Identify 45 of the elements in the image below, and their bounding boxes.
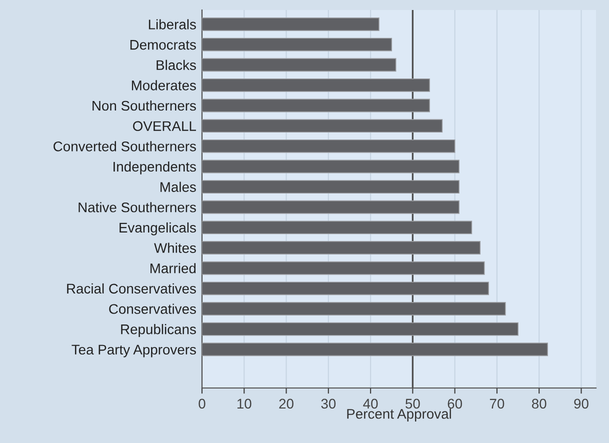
x-tick-label: 60 [448, 398, 462, 409]
x-tick-label: 0 [198, 398, 206, 409]
y-tick-label: OVERALL [133, 121, 196, 132]
y-tick-label: Liberals [148, 19, 196, 30]
bar [202, 58, 396, 72]
y-tick-label: Non Southerners [92, 100, 196, 111]
bar [202, 220, 472, 234]
bar [202, 38, 392, 52]
bar [202, 160, 460, 174]
x-tick-label: 40 [363, 398, 378, 409]
x-tick-label: 30 [321, 398, 336, 409]
y-tick-label: Married [150, 263, 196, 274]
bar [202, 18, 380, 31]
bar [202, 200, 460, 214]
bar [202, 98, 430, 112]
y-tick-label: Males [160, 182, 196, 192]
x-tick-label: 10 [237, 398, 252, 409]
x-tick-label: 80 [532, 398, 546, 409]
y-tick-label: Moderates [132, 80, 196, 90]
bar [202, 282, 489, 296]
y-tick-label: Independents [114, 161, 196, 174]
bar [202, 139, 456, 153]
bar [202, 322, 518, 336]
x-tick-label: 70 [490, 398, 504, 409]
y-tick-label: Racial Conservatives [67, 283, 196, 294]
y-tick-label: Republicans [121, 324, 196, 337]
y-tick-label: Native Southerners [78, 202, 196, 212]
bar [202, 78, 430, 92]
bar [202, 261, 485, 275]
bar [202, 241, 481, 254]
x-tick-label: 20 [279, 398, 294, 409]
y-tick-label: Evangelicals [120, 222, 196, 236]
bar [202, 302, 506, 316]
x-tick-label: 50 [406, 398, 420, 409]
x-tick-label: 90 [574, 398, 588, 409]
y-tick-label: Blacks [156, 60, 196, 70]
y-tick-label: Whites [154, 242, 196, 253]
y-tick-label: Democrats [130, 40, 196, 50]
bar [202, 342, 548, 356]
y-tick-label: Conservatives [109, 304, 196, 314]
bar [202, 180, 460, 194]
x-axis-title: Percent Approval [347, 408, 451, 422]
y-tick-label: Converted Southerners [54, 141, 196, 152]
bar [202, 119, 443, 133]
y-tick-label: Tea Party Approvers [72, 344, 196, 358]
